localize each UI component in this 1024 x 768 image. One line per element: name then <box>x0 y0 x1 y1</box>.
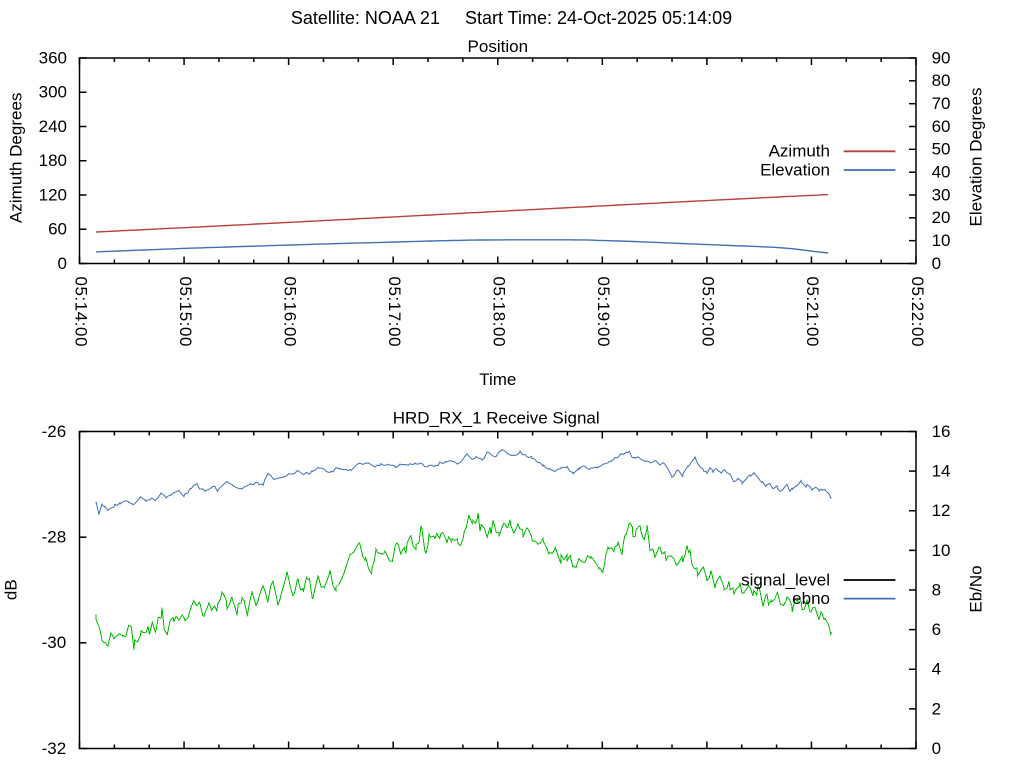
svg-text:60: 60 <box>48 220 67 239</box>
svg-text:05:18:00: 05:18:00 <box>490 277 509 348</box>
svg-text:0: 0 <box>932 739 941 758</box>
svg-text:180: 180 <box>39 151 67 170</box>
svg-text:4: 4 <box>932 660 941 679</box>
svg-text:60: 60 <box>932 117 951 136</box>
svg-text:2: 2 <box>932 699 941 718</box>
svg-text:-28: -28 <box>42 528 67 547</box>
svg-text:50: 50 <box>932 140 951 159</box>
svg-text:05:16:00: 05:16:00 <box>280 277 299 348</box>
svg-text:Elevation: Elevation <box>760 160 830 179</box>
svg-text:10: 10 <box>932 541 951 560</box>
svg-text:HRD_RX_1 Receive Signal: HRD_RX_1 Receive Signal <box>393 409 600 428</box>
svg-text:05:15:00: 05:15:00 <box>176 277 195 348</box>
svg-text:0: 0 <box>932 254 941 273</box>
svg-text:Azimuth Degrees: Azimuth Degrees <box>7 93 26 223</box>
svg-text:0: 0 <box>58 254 67 273</box>
svg-text:12: 12 <box>932 501 951 520</box>
svg-text:6: 6 <box>932 620 941 639</box>
svg-text:dB: dB <box>2 579 21 600</box>
svg-text:80: 80 <box>932 71 951 90</box>
svg-text:14: 14 <box>932 462 951 481</box>
svg-text:05:17:00: 05:17:00 <box>385 277 404 348</box>
svg-text:-32: -32 <box>42 739 67 758</box>
svg-text:05:19:00: 05:19:00 <box>594 277 613 348</box>
svg-text:360: 360 <box>39 48 67 67</box>
svg-text:Elevation Degrees: Elevation Degrees <box>967 88 986 227</box>
svg-text:30: 30 <box>932 185 951 204</box>
svg-text:90: 90 <box>932 48 951 67</box>
svg-text:05:20:00: 05:20:00 <box>699 277 718 348</box>
svg-text:-26: -26 <box>42 422 67 441</box>
svg-text:Azimuth: Azimuth <box>769 142 830 161</box>
svg-text:Satellite: NOAA 21 Start T: Satellite: NOAA 21 Start Time: 24-Oct-20… <box>291 8 732 28</box>
svg-text:240: 240 <box>39 117 67 136</box>
svg-text:20: 20 <box>932 208 951 227</box>
svg-text:120: 120 <box>39 185 67 204</box>
svg-text:300: 300 <box>39 83 67 102</box>
svg-text:8: 8 <box>932 580 941 599</box>
svg-text:70: 70 <box>932 94 951 113</box>
svg-text:signal_level: signal_level <box>741 570 830 589</box>
svg-text:Eb/No: Eb/No <box>967 565 986 612</box>
svg-text:05:21:00: 05:21:00 <box>803 277 822 348</box>
svg-text:Position: Position <box>468 37 528 56</box>
svg-text:ebno: ebno <box>792 589 830 608</box>
svg-text:40: 40 <box>932 163 951 182</box>
svg-text:Time: Time <box>479 370 516 389</box>
svg-text:10: 10 <box>932 231 951 250</box>
svg-text:-30: -30 <box>42 633 67 652</box>
svg-text:05:14:00: 05:14:00 <box>71 277 90 348</box>
svg-text:05:22:00: 05:22:00 <box>908 277 927 348</box>
svg-text:16: 16 <box>932 422 951 441</box>
